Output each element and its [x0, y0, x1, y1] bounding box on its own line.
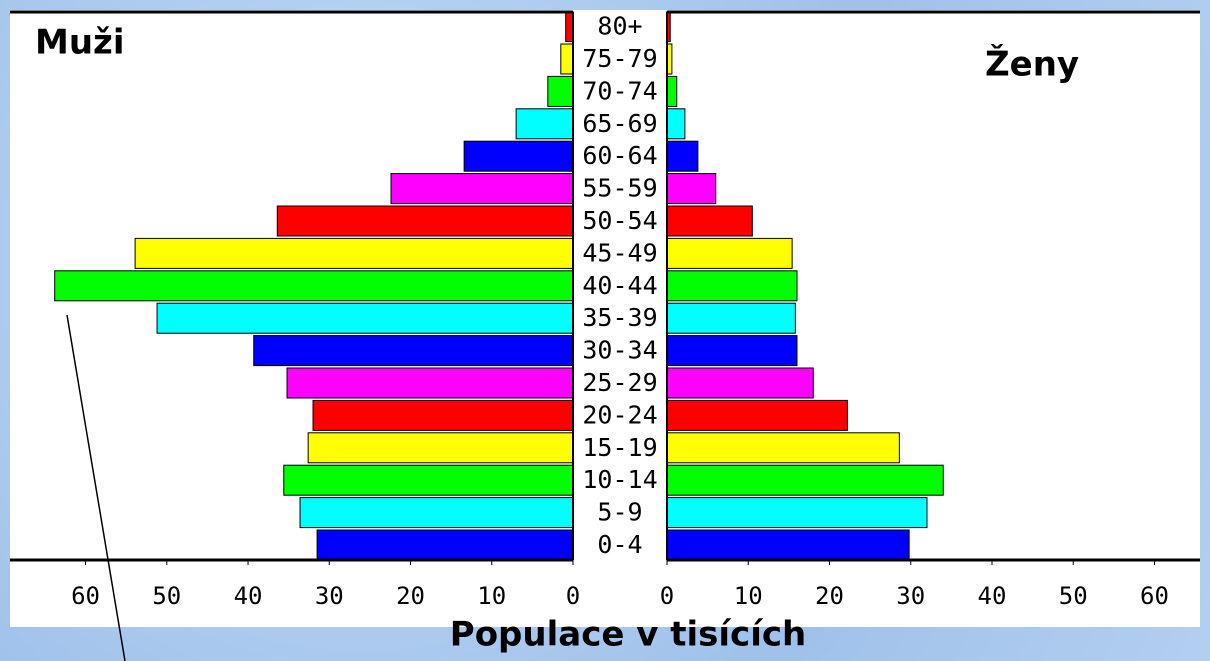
bar [666, 270, 798, 302]
age-label: 35-39 [582, 303, 657, 332]
bar [134, 237, 574, 269]
age-label: 10-14 [582, 465, 657, 494]
age-label: 75-79 [582, 44, 657, 73]
bar [463, 140, 574, 172]
age-label: 65-69 [582, 109, 657, 138]
bar [276, 205, 574, 237]
x-tick-label: 10 [477, 582, 506, 610]
age-label: 55-59 [582, 174, 657, 203]
bar [156, 302, 574, 334]
x-tick-label: 20 [815, 582, 844, 610]
age-label: 15-19 [582, 433, 657, 462]
bar [666, 399, 848, 431]
series-label-women: Ženy [985, 44, 1079, 85]
age-label: 60-64 [582, 141, 657, 170]
age-label: 45-49 [582, 238, 657, 267]
age-label: 25-29 [582, 368, 657, 397]
bar [666, 497, 928, 529]
x-tick-label: 10 [734, 582, 763, 610]
bar [666, 335, 798, 367]
bar [515, 108, 574, 140]
bar [666, 173, 717, 205]
x-tick-label: 60 [1140, 582, 1169, 610]
bar [307, 432, 574, 464]
x-tick-label: 30 [315, 582, 344, 610]
bar [666, 367, 814, 399]
age-label: 5-9 [597, 498, 642, 527]
bar [390, 173, 574, 205]
age-label: 20-24 [582, 400, 657, 429]
bar [666, 302, 796, 334]
x-tick-label: 0 [566, 582, 580, 610]
x-tick-label: 50 [1059, 582, 1088, 610]
bar [666, 140, 699, 172]
x-tick-label: 40 [234, 582, 263, 610]
bar [283, 464, 574, 496]
bar [316, 529, 574, 561]
x-tick-label: 30 [896, 582, 925, 610]
age-label: 70-74 [582, 76, 657, 105]
series-label-men: Muži [35, 23, 124, 63]
bar [286, 367, 574, 399]
bar [54, 270, 574, 302]
bar [312, 399, 574, 431]
bar [253, 335, 574, 367]
x-axis-label: Populace v tisících [450, 615, 806, 655]
bar [560, 43, 574, 75]
age-label: 50-54 [582, 206, 657, 235]
age-label: 0-4 [597, 530, 642, 559]
age-label: 40-44 [582, 271, 657, 300]
bar [666, 237, 793, 269]
x-tick-label: 50 [152, 582, 181, 610]
bar [666, 432, 900, 464]
x-tick-label: 0 [660, 582, 674, 610]
bar [299, 497, 574, 529]
bar [547, 75, 574, 107]
x-tick-label: 60 [71, 582, 100, 610]
bar [666, 108, 686, 140]
x-tick-label: 40 [978, 582, 1007, 610]
bar [666, 75, 678, 107]
age-label: 80+ [597, 12, 642, 41]
x-tick-label: 20 [396, 582, 425, 610]
pointer-line [66, 314, 126, 661]
bar [666, 464, 944, 496]
age-label: 30-34 [582, 336, 657, 365]
bar [565, 11, 574, 43]
bar [666, 529, 910, 561]
bar [666, 205, 753, 237]
